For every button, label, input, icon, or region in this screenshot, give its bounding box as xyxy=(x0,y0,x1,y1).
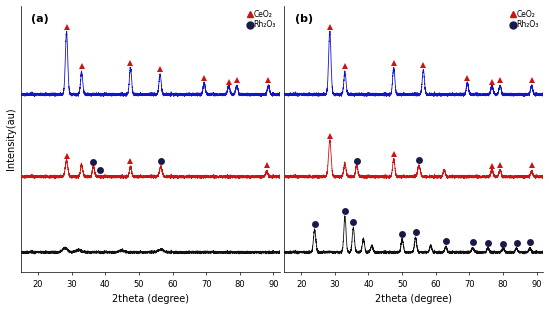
X-axis label: 2theta (degree): 2theta (degree) xyxy=(376,294,452,304)
Legend: CeO₂, Rh₂O₃: CeO₂, Rh₂O₃ xyxy=(511,9,540,30)
X-axis label: 2theta (degree): 2theta (degree) xyxy=(112,294,189,304)
Y-axis label: Intensity(au): Intensity(au) xyxy=(5,108,15,170)
Legend: CeO₂, Rh₂O₃: CeO₂, Rh₂O₃ xyxy=(247,9,276,30)
Text: (b): (b) xyxy=(295,14,313,24)
Text: (a): (a) xyxy=(31,14,49,24)
